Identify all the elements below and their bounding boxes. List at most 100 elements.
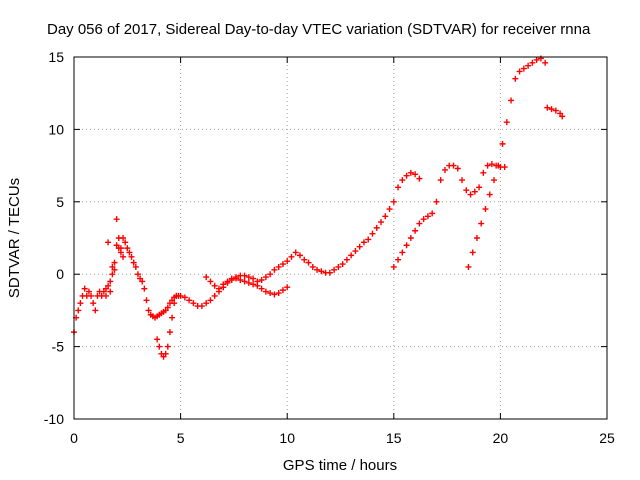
data-series: [102, 216, 127, 299]
data-point: [134, 271, 141, 278]
data-point: [267, 290, 274, 297]
data-point: [501, 164, 508, 171]
data-point: [454, 165, 461, 172]
data-point: [258, 276, 265, 283]
data-point: [284, 284, 291, 291]
data-point: [241, 278, 248, 285]
data-point: [441, 166, 448, 173]
data-point: [173, 292, 180, 299]
data-point: [326, 269, 333, 276]
y-axis-label: SDTVAR / TECUs: [6, 178, 23, 298]
data-point: [181, 294, 188, 301]
data-point: [499, 140, 506, 147]
data-point: [107, 278, 114, 285]
x-tick-label: 0: [70, 430, 78, 446]
data-point: [407, 169, 414, 176]
data-point: [482, 206, 489, 213]
data-series: [154, 292, 180, 360]
data-point: [109, 271, 116, 278]
data-point: [433, 198, 440, 205]
data-point: [373, 224, 380, 231]
y-tick-label: 10: [48, 121, 64, 137]
data-point: [548, 106, 555, 113]
data-marks: [71, 55, 566, 360]
x-tick-label: 5: [177, 430, 185, 446]
data-point: [102, 292, 109, 299]
data-point: [378, 219, 385, 226]
data-point: [437, 177, 444, 184]
data-point: [471, 188, 478, 195]
data-point: [284, 258, 291, 265]
data-point: [237, 276, 244, 283]
data-point: [120, 253, 127, 260]
data-point: [301, 256, 308, 263]
data-point: [488, 161, 495, 168]
data-point: [126, 249, 133, 256]
data-point: [469, 249, 476, 256]
data-point: [267, 271, 274, 278]
data-point: [92, 307, 99, 314]
data-point: [314, 266, 321, 273]
data-point: [190, 300, 197, 307]
data-point: [399, 177, 406, 184]
data-point: [382, 213, 389, 220]
y-tick-label: -5: [52, 339, 65, 355]
data-point: [211, 282, 218, 289]
x-tick-label: 20: [493, 430, 509, 446]
data-series: [203, 274, 291, 298]
data-point: [250, 275, 257, 282]
data-point: [516, 68, 523, 75]
data-point: [403, 242, 410, 249]
data-series: [544, 104, 566, 120]
data-point: [463, 187, 470, 194]
data-point: [258, 285, 265, 292]
data-point: [343, 256, 350, 263]
data-point: [132, 263, 139, 270]
data-point: [542, 59, 549, 66]
data-point: [279, 261, 286, 268]
data-point: [109, 263, 116, 270]
data-point: [476, 184, 483, 191]
data-point: [169, 314, 176, 321]
data-point: [429, 210, 436, 217]
data-point: [215, 285, 222, 292]
data-point: [156, 343, 163, 350]
data-point: [288, 253, 295, 260]
data-point: [164, 304, 171, 311]
data-point: [250, 281, 257, 288]
data-point: [529, 59, 536, 66]
data-point: [115, 235, 122, 241]
data-point: [480, 169, 487, 176]
data-point: [544, 104, 551, 111]
data-point: [241, 272, 248, 279]
data-point: [352, 248, 359, 255]
data-point: [412, 171, 419, 178]
data-point: [386, 206, 393, 213]
data-point: [465, 263, 472, 270]
data-point: [88, 292, 95, 299]
data-point: [486, 191, 493, 198]
data-point: [262, 274, 269, 281]
y-tick-label: -10: [44, 411, 64, 427]
data-point: [124, 245, 131, 252]
data-point: [318, 268, 325, 275]
data-point: [525, 62, 532, 69]
data-point: [459, 177, 466, 184]
data-point: [331, 266, 338, 273]
data-series: [220, 169, 423, 288]
data-point: [233, 275, 240, 282]
data-point: [552, 107, 559, 114]
data-point: [424, 213, 431, 220]
data-point: [520, 65, 527, 72]
data-point: [122, 239, 129, 246]
y-tick-label: 0: [56, 266, 64, 282]
data-point: [335, 263, 342, 270]
data-point: [416, 220, 423, 227]
data-point: [390, 198, 397, 205]
chart-title: Day 056 of 2017, Sidereal Day-to-day VTE…: [47, 21, 591, 38]
data-point: [117, 245, 124, 252]
x-tick-label: 10: [279, 430, 295, 446]
y-tick-label: 5: [56, 194, 64, 210]
data-point: [207, 278, 214, 285]
